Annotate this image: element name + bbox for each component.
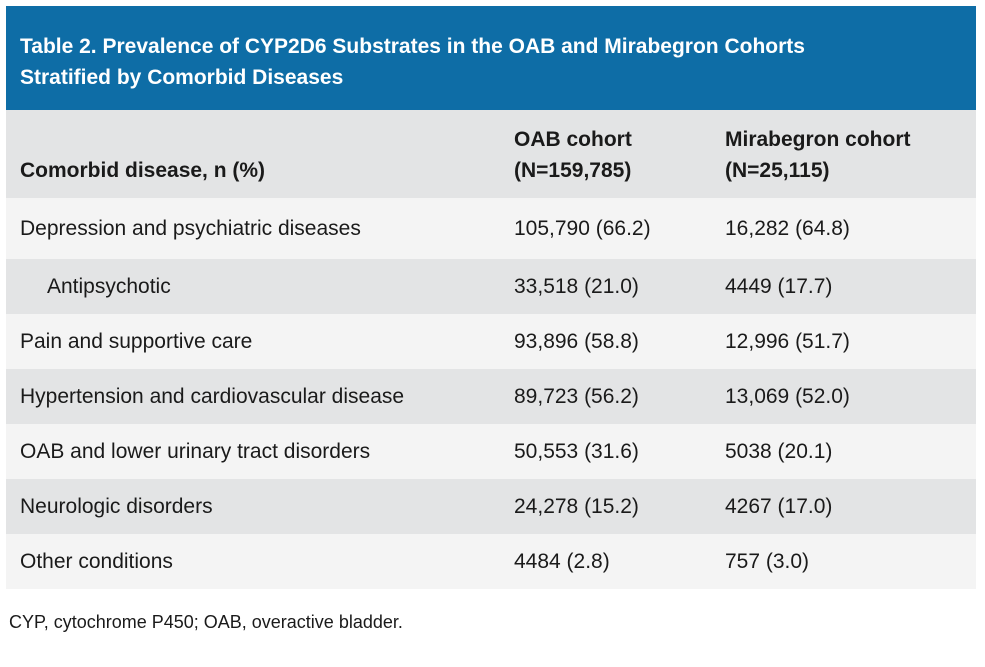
row-oab-value: 50,553 (31.6)	[514, 439, 639, 463]
table-row: Neurologic disorders 24,278 (15.2) 4267 …	[6, 479, 976, 534]
row-oab-value: 33,518 (21.0)	[514, 274, 639, 298]
header-mirabegron-cohort: Mirabegron cohort (N=25,115)	[711, 124, 976, 186]
header-mirabegron-cohort-label: Mirabegron cohort	[725, 128, 911, 151]
table-title-line1: Table 2. Prevalence of CYP2D6 Substrates…	[20, 35, 805, 58]
row-disease: Depression and psychiatric diseases	[20, 216, 361, 240]
row-disease: Pain and supportive care	[20, 329, 253, 353]
table-title: Table 2. Prevalence of CYP2D6 Substrates…	[6, 6, 976, 110]
header-comorbid-disease: Comorbid disease, n (%)	[20, 159, 266, 182]
row-oab-value: 24,278 (15.2)	[514, 494, 639, 518]
row-oab-value: 4484 (2.8)	[514, 549, 610, 573]
row-disease: Neurologic disorders	[20, 494, 213, 518]
prevalence-table: Table 2. Prevalence of CYP2D6 Substrates…	[6, 6, 976, 589]
table-row: Antipsychotic 33,518 (21.0) 4449 (17.7)	[6, 259, 976, 314]
table-row: Other conditions 4484 (2.8) 757 (3.0)	[6, 534, 976, 589]
row-mirabegron-value: 757 (3.0)	[725, 549, 810, 573]
row-oab-value: 93,896 (58.8)	[514, 329, 639, 353]
row-mirabegron-value: 5038 (20.1)	[725, 439, 833, 463]
table-title-line2: Stratified by Comorbid Diseases	[20, 66, 344, 89]
header-oab-cohort-n: (N=159,785)	[514, 159, 632, 182]
row-disease: Other conditions	[20, 549, 173, 573]
row-mirabegron-value: 12,996 (51.7)	[725, 329, 850, 353]
header-oab-cohort: OAB cohort (N=159,785)	[500, 124, 711, 186]
table-row: OAB and lower urinary tract disorders 50…	[6, 424, 976, 479]
table-row: Pain and supportive care 93,896 (58.8) 1…	[6, 314, 976, 369]
table-row: Hypertension and cardiovascular disease …	[6, 369, 976, 424]
header-oab-cohort-label: OAB cohort	[514, 128, 632, 151]
row-disease: Hypertension and cardiovascular disease	[20, 384, 405, 408]
row-oab-value: 89,723 (56.2)	[514, 384, 639, 408]
row-mirabegron-value: 16,282 (64.8)	[725, 216, 850, 240]
row-disease: OAB and lower urinary tract disorders	[20, 439, 371, 463]
table-header-row: Comorbid disease, n (%) OAB cohort (N=15…	[6, 110, 976, 198]
table-row: Depression and psychiatric diseases 105,…	[6, 198, 976, 259]
row-oab-value: 105,790 (66.2)	[514, 216, 651, 240]
header-mirabegron-cohort-n: (N=25,115)	[725, 159, 830, 182]
row-mirabegron-value: 4267 (17.0)	[725, 494, 833, 518]
table-footnote: CYP, cytochrome P450; OAB, overactive bl…	[9, 612, 403, 632]
row-mirabegron-value: 13,069 (52.0)	[725, 384, 850, 408]
row-mirabegron-value: 4449 (17.7)	[725, 274, 833, 298]
row-disease: Antipsychotic	[47, 274, 171, 298]
